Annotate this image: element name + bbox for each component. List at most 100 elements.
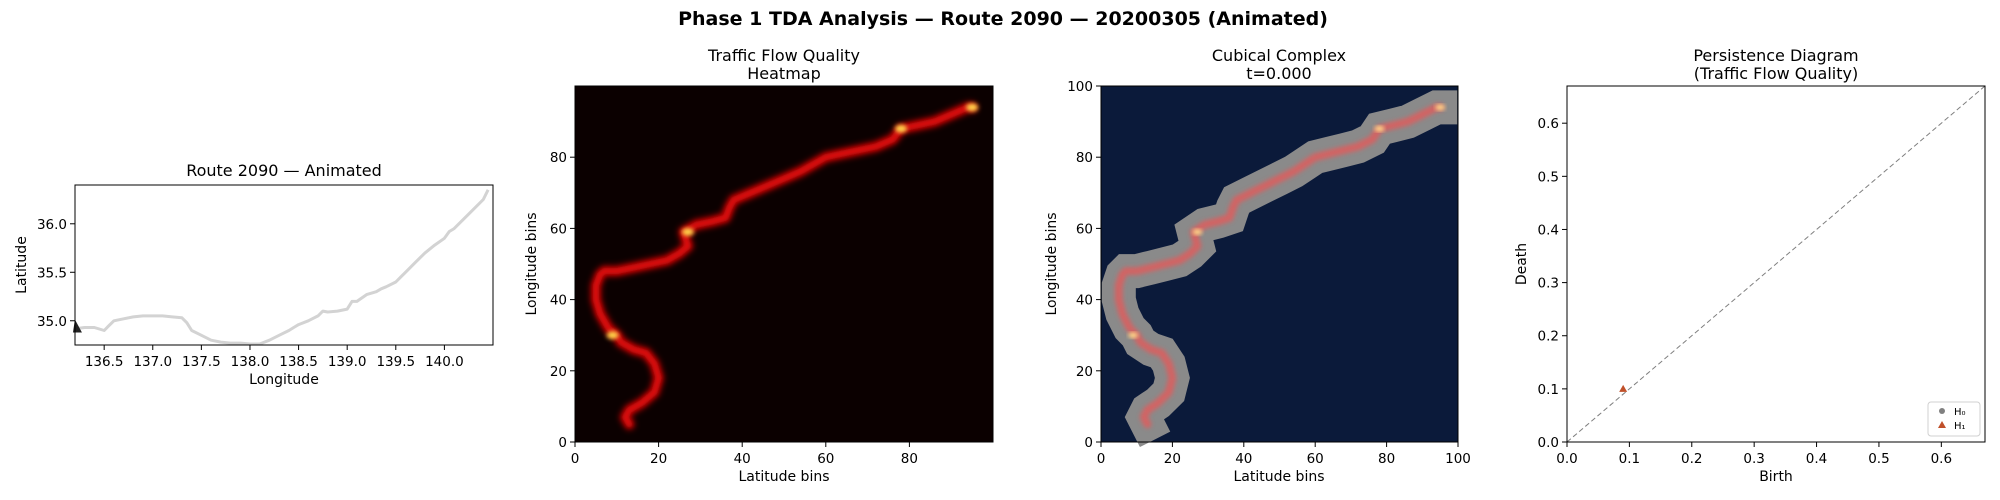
x-tick-label: 40 xyxy=(734,451,751,467)
cubical-hotspot xyxy=(1374,125,1385,132)
x-tick-label: 0.0 xyxy=(1556,451,1577,467)
cubical-hotspot xyxy=(1128,332,1139,339)
x-tick-label: 20 xyxy=(1164,451,1181,467)
y-tick-label: 40 xyxy=(550,293,567,309)
y-tick-label: 0 xyxy=(558,435,567,451)
route-y-axis-label: Latitude xyxy=(14,236,30,294)
cubical-axes-frame xyxy=(1100,85,1459,443)
x-tick-label: 80 xyxy=(1378,451,1395,467)
heatmap-hotspot xyxy=(681,227,694,236)
title-line: Traffic Flow Quality xyxy=(707,46,860,65)
x-tick-label: 60 xyxy=(1307,451,1324,467)
title-line: (Traffic Flow Quality) xyxy=(1694,64,1858,83)
heatmap-y-ticks: 0 20 40 60 80 xyxy=(550,150,575,451)
x-tick-label: 140.0 xyxy=(425,354,464,370)
h1-point xyxy=(1619,384,1628,392)
x-tick-label: 60 xyxy=(817,451,834,467)
route-line xyxy=(76,189,490,346)
route-axes-frame xyxy=(74,184,494,346)
persistence-title: Persistence Diagram(Traffic Flow Quality… xyxy=(1693,46,1858,83)
route-y-ticks: 35.0 35.5 36.0 xyxy=(37,217,75,330)
diagonal-line xyxy=(1566,85,1986,443)
triangle-marker-icon xyxy=(72,319,82,333)
x-tick-label: 0.5 xyxy=(1868,451,1889,467)
persistence-y-ticks: 0.0 0.1 0.2 0.3 0.4 0.5 0.6 xyxy=(1538,116,1567,451)
x-tick-label: 136.5 xyxy=(85,354,124,370)
cubical-x-axis-label: Latitude bins xyxy=(1233,469,1324,485)
persistence-x-ticks: 0.0 0.1 0.2 0.3 0.4 0.5 0.6 xyxy=(1556,442,1952,467)
y-tick-label: 0.1 xyxy=(1538,382,1559,398)
persistence-axes-frame xyxy=(1566,85,1986,443)
heatmap-hotspot xyxy=(895,124,908,133)
x-tick-label: 0.2 xyxy=(1681,451,1702,467)
x-tick-label: 139.0 xyxy=(328,354,367,370)
x-tick-label: 0.4 xyxy=(1806,451,1827,467)
y-tick-label: 35.0 xyxy=(37,314,67,330)
persistence-panel: Persistence Diagram(Traffic Flow Quality… xyxy=(1514,46,1986,485)
heatmap-y-axis-label: Longitude bins xyxy=(524,212,540,315)
x-tick-label: 137.5 xyxy=(182,354,221,370)
heatmap-plot-area xyxy=(575,86,993,442)
y-tick-label: 20 xyxy=(550,364,567,380)
figure-suptitle: Phase 1 TDA Analysis — Route 2090 — 2020… xyxy=(678,8,1328,30)
route-x-axis-label: Longitude xyxy=(249,372,319,388)
y-tick-label: 80 xyxy=(1076,150,1093,166)
x-tick-label: 138.5 xyxy=(279,354,318,370)
cubical-x-ticks: 0 20 40 60 80 100 xyxy=(1097,442,1471,467)
y-tick-label: 60 xyxy=(550,221,567,237)
cubical-plot-area xyxy=(1101,86,1458,448)
x-tick-label: 100 xyxy=(1445,451,1471,467)
x-tick-label: 138.0 xyxy=(231,354,270,370)
y-tick-label: 100 xyxy=(1067,79,1093,95)
y-tick-label: 20 xyxy=(1076,364,1093,380)
route-panel: Route 2090 — Animated 136.5 137.0 137.5 138… xyxy=(14,161,494,388)
persistence-y-axis-label: Death xyxy=(1514,243,1530,285)
x-tick-label: 0.1 xyxy=(1619,451,1640,467)
title-line: Cubical Complex xyxy=(1212,46,1346,65)
persistence-x-axis-label: Birth xyxy=(1759,469,1793,485)
y-tick-label: 0.2 xyxy=(1538,329,1559,345)
route-x-ticks: 136.5 137.0 137.5 138.0 138.5 139.0 139.5 140.0 xyxy=(85,345,464,370)
y-tick-label: 35.5 xyxy=(37,265,67,281)
y-tick-label: 80 xyxy=(550,150,567,166)
heatmap-x-axis-label: Latitude bins xyxy=(738,469,829,485)
cubical-y-ticks: 0 20 40 60 80 100 xyxy=(1067,79,1101,451)
title-line: Heatmap xyxy=(747,64,821,83)
y-tick-label: 36.0 xyxy=(37,217,67,233)
x-tick-label: 80 xyxy=(901,451,918,467)
y-tick-label: 40 xyxy=(1076,293,1093,309)
y-tick-label: 0.5 xyxy=(1538,169,1559,185)
persistence-plot-area xyxy=(1566,85,1986,443)
legend-label: H₁ xyxy=(1954,421,1966,432)
heatmap-axes-frame xyxy=(574,85,994,443)
persistence-legend: H₀ H₁ xyxy=(1927,401,1981,437)
heatmap-hotspot xyxy=(606,331,619,340)
x-tick-label: 0 xyxy=(571,451,580,467)
y-tick-label: 0.0 xyxy=(1538,435,1559,451)
title-line: t=0.000 xyxy=(1246,64,1311,83)
cubical-hotspot xyxy=(1192,228,1203,235)
y-tick-label: 0.4 xyxy=(1538,222,1559,238)
heatmap-hotspot xyxy=(966,103,979,112)
y-tick-label: 60 xyxy=(1076,221,1093,237)
heatmap-x-ticks: 0 20 40 60 80 xyxy=(571,442,918,467)
x-tick-label: 0 xyxy=(1097,451,1106,467)
cubical-hotspot xyxy=(1435,104,1446,111)
y-tick-label: 0.3 xyxy=(1538,276,1559,292)
x-tick-label: 139.5 xyxy=(376,354,415,370)
circle-marker-icon xyxy=(1939,408,1945,414)
triangle-marker-icon xyxy=(1938,421,1946,428)
y-tick-label: 0.6 xyxy=(1538,116,1559,132)
cubical-y-axis-label: Longitude bins xyxy=(1044,212,1060,315)
y-tick-label: 0 xyxy=(1084,435,1093,451)
title-line: Persistence Diagram xyxy=(1693,46,1858,65)
route-plot-area xyxy=(72,189,490,346)
heatmap-core xyxy=(592,104,976,428)
route-title: Route 2090 — Animated xyxy=(186,161,382,180)
x-tick-label: 0.3 xyxy=(1743,451,1764,467)
x-tick-label: 40 xyxy=(1235,451,1252,467)
